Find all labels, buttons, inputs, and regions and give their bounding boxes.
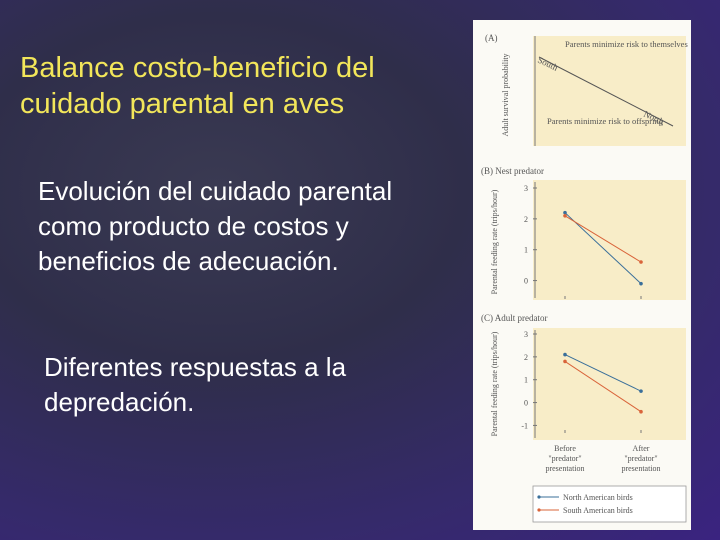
panel-c-background bbox=[533, 328, 686, 440]
panel-c-point-south bbox=[563, 359, 567, 364]
panel-b-background bbox=[533, 180, 686, 300]
panel-b-series-line-south bbox=[564, 215, 642, 263]
panel-c-ytick-label: 0 bbox=[524, 399, 528, 408]
panel-a-top-annotation: Parents minimize risk to themselves bbox=[565, 39, 688, 49]
panel-c-ytick-label: 1 bbox=[524, 376, 528, 385]
panel-a-ylabel: Adult survival probability bbox=[501, 53, 510, 136]
x-tick-labels: Before "predator" presentation After "predat… bbox=[545, 444, 660, 473]
panel-b-point-south bbox=[563, 213, 567, 218]
panel-c-series-line-south bbox=[564, 361, 642, 413]
legend-box bbox=[532, 485, 687, 523]
panel-b-ytick-label: 2 bbox=[524, 215, 528, 224]
body-paragraph-evolution: Evolución del cuidado parental como prod… bbox=[38, 176, 393, 276]
panel-c-label: (C) Adult predator bbox=[481, 313, 548, 323]
xtick-label-after: After "predator" presentation bbox=[621, 444, 660, 473]
panel-b-plot: 3 2 1 0 bbox=[524, 184, 643, 299]
panel-b-label: (B) Nest predator bbox=[481, 166, 544, 176]
legend-marker-south bbox=[537, 508, 541, 512]
panel-a-bottom-annotation: Parents minimize risk to offspring bbox=[547, 116, 664, 126]
panel-c-point-south bbox=[639, 409, 643, 414]
legend-entry-south: South American birds bbox=[563, 506, 633, 515]
panel-c-point-north bbox=[639, 389, 643, 393]
panel-c-ylabel: Parental feeding rate (trips/hour) bbox=[490, 331, 499, 436]
panel-b-point-south bbox=[639, 260, 643, 264]
panel-c-ytick-label: -1 bbox=[521, 421, 528, 430]
figure-panel: (A) Adult survival probability Parents m… bbox=[473, 20, 691, 530]
panel-b-point-north bbox=[639, 281, 643, 286]
legend-entry-north: North American birds bbox=[563, 493, 633, 502]
panel-b-series-line-north bbox=[564, 212, 642, 285]
panel-b-ytick-label: 3 bbox=[524, 184, 528, 193]
figure-svg: (A) Adult survival probability Parents m… bbox=[481, 33, 688, 523]
body-paragraph-predation: Diferentes respuestas a la depredación. bbox=[44, 352, 347, 417]
panel-c-ytick-label: 3 bbox=[524, 330, 528, 339]
panel-b-point-north bbox=[563, 210, 567, 215]
panel-c-ytick-label: 2 bbox=[524, 353, 528, 362]
panel-c-series-line-north bbox=[564, 354, 642, 392]
panel-a-background bbox=[533, 36, 686, 146]
panel-b-ytick-label: 0 bbox=[524, 277, 528, 286]
panel-b-ytick-label: 1 bbox=[524, 246, 528, 255]
panel-b-ylabel: Parental feeding rate (trips/hour) bbox=[490, 189, 499, 294]
panel-a-tradeoff-line bbox=[538, 56, 674, 127]
xtick-label-before: Before "predator" presentation bbox=[545, 444, 584, 473]
panel-a-label: (A) bbox=[485, 33, 498, 43]
panel-c-point-north bbox=[563, 352, 567, 357]
panel-c-plot: 3 2 1 0 -1 bbox=[521, 330, 643, 433]
legend: North American birds South American birds bbox=[537, 493, 633, 515]
slide-title: Balance costo-beneficio del cuidado pare… bbox=[20, 52, 375, 120]
legend-marker-north bbox=[537, 495, 541, 499]
